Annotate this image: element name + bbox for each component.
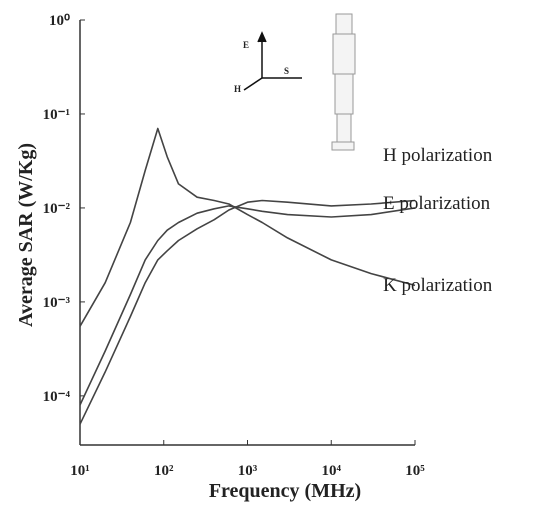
x-tick-label: 10³ [238,463,258,479]
axis-letter: S [284,66,289,76]
line-series [79,205,416,406]
line-series [79,127,416,327]
x-axis-label: Frequency (MHz) [209,480,361,502]
body-figure [331,13,356,151]
y-tick-label: 10⁰ [49,13,70,29]
axis-letter: E [243,40,249,50]
axis-letter: H [234,84,241,94]
y-tick-label: 10⁻⁴ [43,389,71,405]
x-tick-label: 10⁴ [322,463,342,479]
y-tick-label: 10⁻² [43,201,71,217]
x-tick-label: 10¹ [70,463,90,479]
x-tick-label: 10² [154,463,174,479]
legend-label: H polarization [383,145,493,166]
line-series [79,199,416,425]
y-tick-label: 10⁻³ [43,295,71,311]
orientation-axes [243,31,302,91]
legend-label: E polarization [383,193,491,214]
y-tick-label: 10⁻¹ [43,107,70,123]
legend-label: K polarization [383,275,493,296]
x-tick-label: 10⁵ [405,463,425,479]
y-axis-label: Average SAR (W/Kg) [15,143,37,327]
